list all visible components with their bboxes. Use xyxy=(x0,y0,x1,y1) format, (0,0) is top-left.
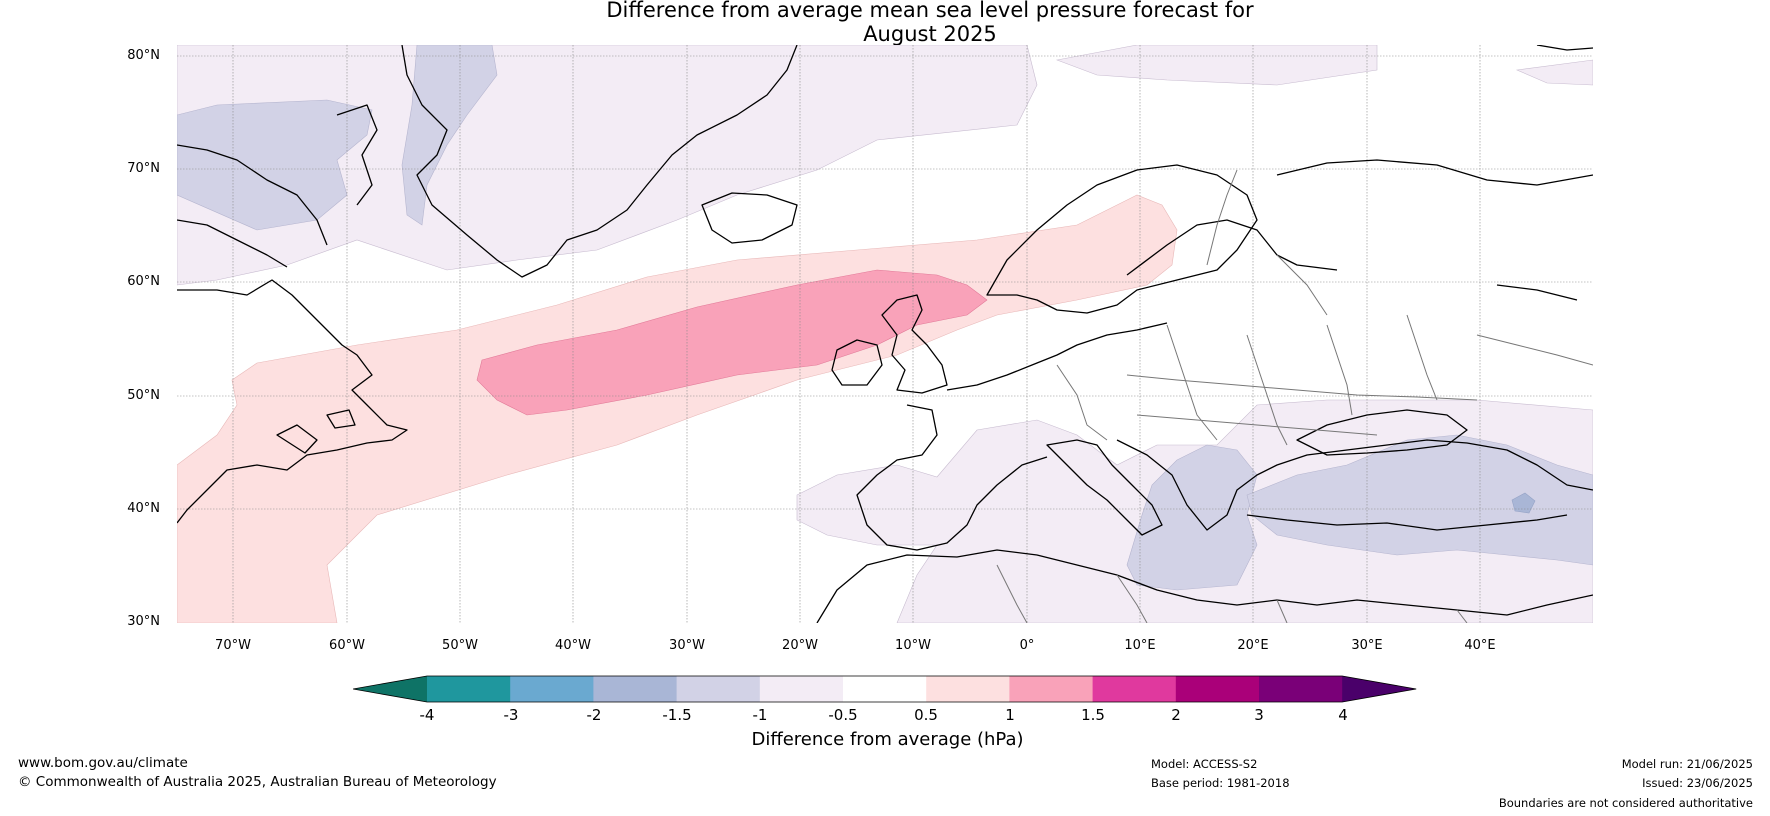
anomaly-pos-core xyxy=(476,269,988,416)
anomaly-neg-medium-mediterranean xyxy=(1126,444,1258,591)
lon-label-20w: 20°W xyxy=(782,638,818,653)
footer-website: www.bom.gov.au/climate xyxy=(18,755,188,771)
black-sea-coast xyxy=(1296,409,1468,456)
colorbar-tick: -0.5 xyxy=(828,706,858,724)
colorbar-tick: -1.5 xyxy=(662,706,692,724)
north-america-coast xyxy=(177,279,408,524)
colorbar-cell xyxy=(759,676,844,702)
footer-copyright: © Commonwealth of Australia 2025, Austra… xyxy=(18,774,497,790)
colorbar-cell xyxy=(1009,676,1094,702)
colorbar-cell xyxy=(1092,676,1177,702)
lon-label-20e: 20°E xyxy=(1237,638,1269,653)
lon-label-30e: 30°E xyxy=(1351,638,1383,653)
britain-coast xyxy=(881,294,948,394)
lon-label-10e: 10°E xyxy=(1124,638,1156,653)
colorbar-cell xyxy=(593,676,678,702)
graticule xyxy=(177,45,1593,623)
colorbar-tick: -1 xyxy=(752,706,768,724)
colorbar-cell xyxy=(1175,676,1260,702)
title-line-2: August 2025 xyxy=(863,22,997,46)
colorbar xyxy=(353,675,1417,703)
colorbar-cell xyxy=(843,676,927,702)
footer-disclaimer: Boundaries are not considered authoritat… xyxy=(1498,796,1753,810)
lat-label-80n: 80°N xyxy=(127,48,160,63)
lat-label-50n: 50°N xyxy=(127,388,160,403)
colorbar-cell xyxy=(676,676,761,702)
italy-coast xyxy=(1046,439,1163,536)
lon-label-10w: 10°W xyxy=(895,638,931,653)
colorbar-cell xyxy=(427,676,511,702)
colorbar-tick: 4 xyxy=(1338,706,1348,724)
footer-issued: Issued: 23/06/2025 xyxy=(1642,776,1753,790)
colorbar-tick: 1.5 xyxy=(1081,706,1105,724)
africa-coast xyxy=(816,549,1593,623)
lon-label-40w: 40°W xyxy=(555,638,591,653)
ireland-coast xyxy=(831,339,883,386)
colorbar-tick: -3 xyxy=(503,706,519,724)
coastlines xyxy=(177,45,1593,623)
europe-coast xyxy=(946,322,1168,391)
colorbar-tick: -2 xyxy=(586,706,602,724)
colorbar-outline xyxy=(353,675,1417,703)
footer-base-period: Base period: 1981-2018 xyxy=(1151,776,1290,790)
colorbar-tick: -4 xyxy=(419,706,435,724)
lat-label-60n: 60°N xyxy=(127,274,160,289)
lon-label-0: 0° xyxy=(1019,638,1035,653)
map-title: Difference from average mean sea level p… xyxy=(0,0,1770,46)
iceland-coast xyxy=(701,192,798,244)
footer-model-run: Model run: 21/06/2025 xyxy=(1621,757,1753,771)
colorbar-label: Difference from average (hPa) xyxy=(751,729,1024,750)
colorbar-cell xyxy=(1259,676,1343,702)
colorbar-tick: 0.5 xyxy=(914,706,938,724)
lon-label-70w: 70°W xyxy=(215,638,251,653)
lon-label-60w: 60°W xyxy=(329,638,365,653)
title-line-1: Difference from average mean sea level p… xyxy=(606,0,1254,22)
scandinavia-coast xyxy=(986,164,1258,314)
lon-label-30w: 30°W xyxy=(669,638,705,653)
footer-model: Model: ACCESS-S2 xyxy=(1151,757,1258,771)
lon-label-50w: 50°W xyxy=(442,638,478,653)
colorbar-arrow-high xyxy=(1342,676,1417,702)
colorbar-tick: 3 xyxy=(1254,706,1264,724)
colorbar-tick: 2 xyxy=(1171,706,1181,724)
lon-label-40e: 40°E xyxy=(1464,638,1496,653)
lat-label-70n: 70°N xyxy=(127,161,160,176)
colorbar-cell xyxy=(510,676,594,702)
national-boundaries xyxy=(996,169,1593,623)
lat-label-40n: 40°N xyxy=(127,501,160,516)
colorbar-tick: 1 xyxy=(1005,706,1015,724)
lat-label-30n: 30°N xyxy=(127,614,160,629)
anomaly-neg-medium-arctic xyxy=(177,99,373,231)
greenland-coast xyxy=(401,45,798,278)
colorbar-cell xyxy=(926,676,1010,702)
colorbar-arrow-low xyxy=(353,676,427,702)
pressure-anomaly-map xyxy=(177,45,1593,623)
